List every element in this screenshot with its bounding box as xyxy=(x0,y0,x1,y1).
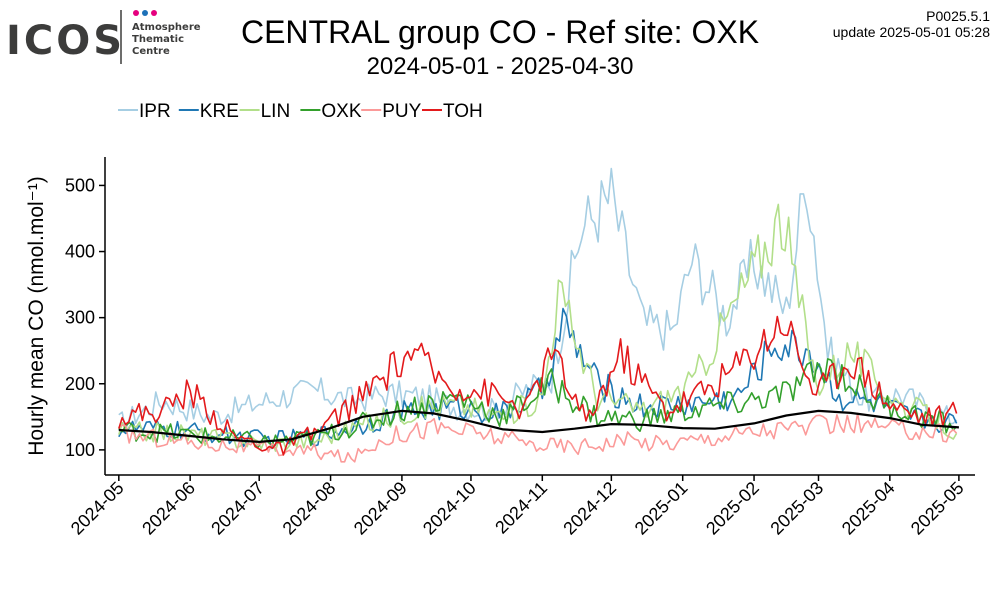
y-tick-label: 300 xyxy=(65,308,95,328)
legend: IPR KRE LIN OXK PUY TOH xyxy=(118,101,483,122)
x-tick-label: 2024-11 xyxy=(491,478,551,538)
logo-text: ICOS xyxy=(6,18,125,64)
update-label: update 2025-05-01 05:28 xyxy=(833,24,990,40)
x-tick-label: 2024-10 xyxy=(419,478,480,539)
y-axis-title: Hourly mean CO (nmol.mol⁻¹) xyxy=(25,176,48,455)
logo-sub-3: Centre xyxy=(132,46,170,57)
icos-logo: ICOS Atmosphere Thematic Centre xyxy=(6,10,201,64)
y-tick-label: 200 xyxy=(65,374,95,394)
series-line-puy xyxy=(118,412,958,463)
y-tick-label: 100 xyxy=(65,440,95,460)
logo-dot-blue xyxy=(142,10,148,16)
y-ticks: 100 200 300 400 500 xyxy=(65,175,105,460)
x-tick-label: 2025-01 xyxy=(631,478,692,539)
legend-label-kre: KRE xyxy=(200,101,239,122)
chart-title: CENTRAL group CO - Ref site: OXK xyxy=(241,14,759,50)
logo-dot-pink xyxy=(151,10,157,16)
x-tick-label: 2024-05 xyxy=(67,478,128,539)
legend-label-lin: LIN xyxy=(261,101,291,122)
y-tick-label: 400 xyxy=(65,242,95,262)
legend-label-toh: TOH xyxy=(443,101,483,122)
logo-sub-2: Thematic xyxy=(132,34,184,45)
series-group xyxy=(118,167,958,463)
x-ticks: 2024-05 2024-06 2024-07 2024-08 2024-09 2024-… xyxy=(67,475,968,539)
x-tick-label: 2024-12 xyxy=(559,478,620,539)
legend-label-ipr: IPR xyxy=(139,101,171,122)
x-tick-label: 2025-02 xyxy=(702,478,763,539)
series-line-toh xyxy=(118,315,958,456)
axes xyxy=(104,157,975,476)
x-tick-label: 2024-06 xyxy=(138,478,199,539)
x-tick-label: 2024-09 xyxy=(350,478,411,539)
x-tick-label: 2024-08 xyxy=(279,478,340,539)
smooth-curve-group xyxy=(118,409,959,443)
smooth-trend-line xyxy=(118,409,959,443)
x-tick-label: 2025-05 xyxy=(907,478,968,539)
logo-dot-magenta xyxy=(133,10,139,16)
x-tick-label: 2025-03 xyxy=(766,478,827,539)
version-label: P0025.5.1 xyxy=(926,8,990,24)
x-tick-label: 2024-07 xyxy=(207,478,268,539)
y-tick-label: 500 xyxy=(65,175,95,195)
series-line-lin xyxy=(118,203,958,452)
chart-subtitle: 2024-05-01 - 2025-04-30 xyxy=(367,53,634,80)
legend-label-puy: PUY xyxy=(382,101,421,122)
legend-label-oxk: OXK xyxy=(321,101,361,122)
logo-sub-1: Atmosphere xyxy=(132,22,201,33)
x-tick-label: 2025-04 xyxy=(838,478,899,539)
